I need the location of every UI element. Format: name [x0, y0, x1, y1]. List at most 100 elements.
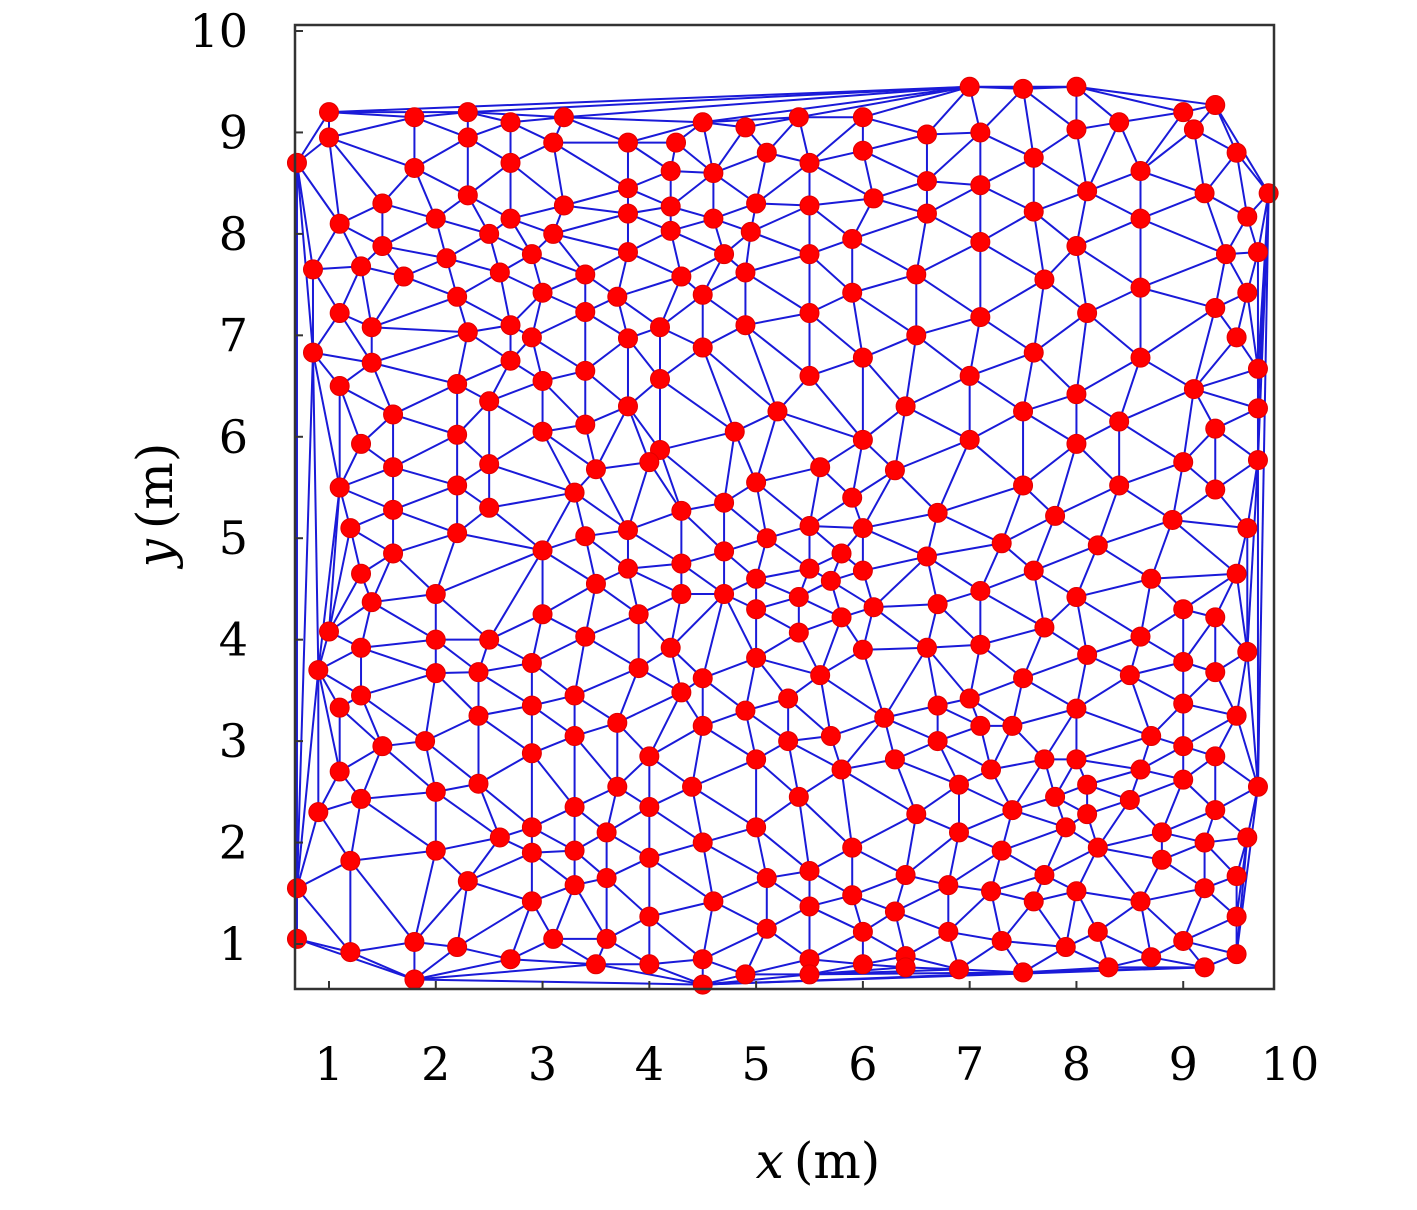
mesh-edge — [381, 217, 437, 247]
mesh-edge — [937, 511, 1003, 545]
data-point — [959, 365, 980, 386]
data-point — [895, 865, 916, 886]
data-point — [799, 152, 820, 173]
mesh-edge — [456, 532, 543, 552]
mesh-edge — [339, 385, 394, 416]
mesh-edge — [809, 971, 1024, 976]
data-point — [1130, 208, 1151, 229]
mesh-edge — [541, 492, 576, 551]
mesh-edge — [392, 466, 458, 487]
mesh-edge — [755, 411, 779, 483]
mesh-edge — [691, 785, 757, 829]
mesh-edge — [563, 85, 970, 119]
data-point — [714, 584, 735, 605]
mesh-edge — [509, 162, 565, 207]
data-point — [778, 731, 799, 752]
data-point — [521, 652, 542, 673]
data-point — [425, 663, 446, 684]
data-point — [916, 546, 937, 567]
data-point — [1247, 450, 1268, 471]
data-point — [852, 639, 873, 660]
mesh-edge — [414, 963, 597, 981]
data-point — [884, 749, 905, 770]
mesh-edge — [723, 431, 736, 503]
mesh-edge — [862, 555, 928, 572]
data-point — [1109, 475, 1130, 496]
data-point — [1226, 142, 1247, 163]
mesh-edge — [915, 241, 981, 276]
data-point — [351, 685, 372, 706]
data-point — [1237, 206, 1258, 227]
mesh-edge — [1032, 279, 1046, 353]
mesh-edge — [916, 316, 981, 337]
data-point — [361, 592, 382, 613]
mesh-edge — [969, 439, 1024, 487]
data-point — [1077, 181, 1098, 202]
mesh-edge — [979, 590, 1045, 629]
mesh-edge — [1022, 410, 1077, 445]
data-point — [788, 786, 809, 807]
mesh-edge — [1097, 519, 1173, 547]
mesh-edge — [1118, 111, 1184, 124]
mesh-edge — [862, 646, 927, 651]
data-point — [799, 964, 820, 985]
mesh-edge — [926, 212, 981, 243]
mesh-edge — [1032, 211, 1046, 280]
data-point — [863, 597, 884, 618]
data-point — [778, 688, 799, 709]
data-point — [1077, 303, 1098, 324]
data-point — [383, 457, 404, 478]
data-point — [692, 337, 713, 358]
mesh-edge — [531, 752, 576, 808]
mesh-edge — [851, 273, 917, 294]
data-point — [479, 223, 500, 244]
mesh-edge — [338, 385, 362, 445]
mesh-edge — [595, 468, 629, 531]
y-axis-label: y (m) — [126, 443, 184, 570]
mesh-edge — [926, 647, 971, 700]
data-point — [746, 568, 767, 589]
data-point — [1023, 891, 1044, 912]
data-point — [1119, 789, 1140, 810]
mesh-edge — [755, 481, 811, 527]
mesh-edge — [1075, 674, 1131, 710]
mesh-edge — [434, 532, 459, 595]
data-point — [575, 360, 596, 381]
data-point — [521, 695, 542, 716]
mesh-edge — [1033, 544, 1099, 572]
x-tick-label: 2 — [421, 1037, 450, 1091]
data-point — [1077, 774, 1098, 795]
mesh-edge — [851, 212, 928, 240]
data-point — [1194, 957, 1215, 978]
data-point — [532, 604, 553, 625]
mesh-edge — [627, 461, 651, 531]
mesh-edge — [381, 745, 437, 793]
data-point — [1215, 244, 1236, 265]
mesh-edge — [1140, 170, 1205, 195]
data-point — [895, 396, 916, 417]
data-point — [948, 959, 969, 980]
data-point — [329, 376, 350, 397]
mesh-edge — [1139, 307, 1216, 359]
mesh-edge — [841, 768, 917, 816]
data-point — [468, 773, 489, 794]
mesh-edge — [510, 958, 597, 966]
data-point — [1066, 698, 1087, 719]
data-point — [404, 107, 425, 128]
mesh-edge — [477, 714, 533, 755]
mesh-edge — [456, 900, 533, 948]
data-point — [1173, 599, 1194, 620]
mesh-edge — [595, 405, 629, 470]
mesh-edge — [328, 137, 341, 224]
mesh-edge — [669, 593, 725, 649]
data-point — [1066, 749, 1087, 770]
mesh-edge — [947, 849, 1003, 887]
mesh-edge — [798, 85, 970, 119]
data-point — [1205, 95, 1226, 116]
y-tick-label: 10 — [189, 4, 248, 58]
mesh-edge — [904, 831, 960, 876]
data-point — [1173, 651, 1194, 672]
mesh-edge — [862, 527, 928, 558]
